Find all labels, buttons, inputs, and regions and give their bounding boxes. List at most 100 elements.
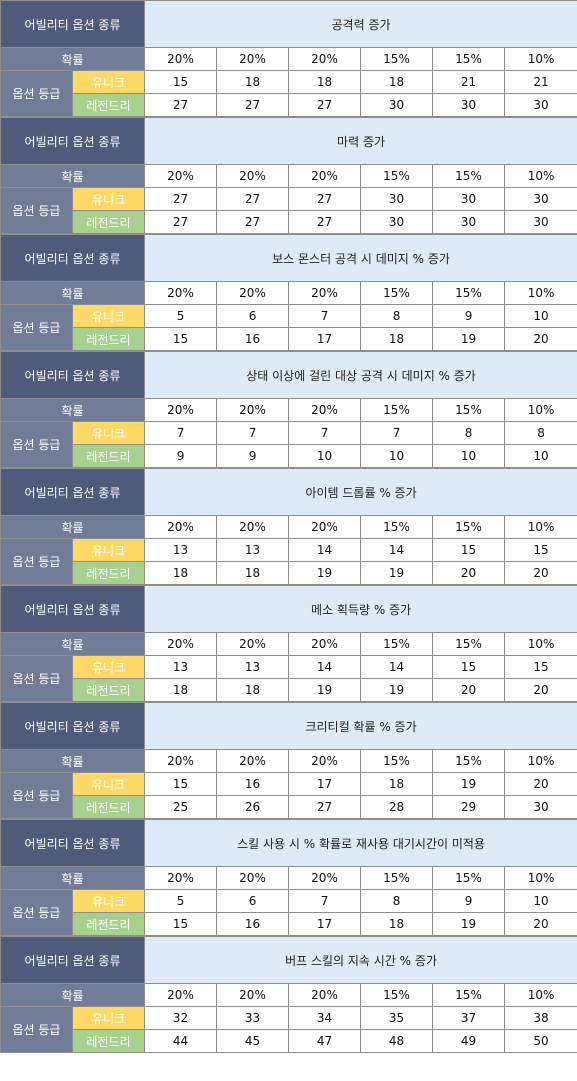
unique-row: 옵션 등급 유니크 7 7 7 7 8 8 (0, 421, 577, 468)
legendary-value: 10 (360, 444, 434, 468)
probability-value: 15% (360, 632, 434, 656)
probability-value: 20% (216, 398, 290, 422)
probability-label: 확률 (0, 866, 146, 890)
probability-label: 확률 (0, 749, 146, 773)
probability-value: 15% (432, 866, 506, 890)
legendary-value: 20 (504, 678, 577, 702)
unique-grade-label: 유니크 (71, 1006, 146, 1030)
option-header-row: 어빌리티 옵션 종류 버프 스킬의 지속 시간 % 증가 (0, 936, 577, 984)
unique-value: 14 (360, 538, 434, 562)
legendary-value: 10 (288, 444, 362, 468)
probability-value: 20% (288, 281, 362, 305)
unique-value: 9 (432, 304, 506, 328)
option-grade-label: 옵션 등급 (0, 421, 73, 468)
unique-value: 10 (504, 304, 577, 328)
unique-row: 옵션 등급 유니크 5 6 7 8 9 10 (0, 889, 577, 936)
legendary-value: 10 (504, 444, 577, 468)
option-block: 어빌리티 옵션 종류 스킬 사용 시 % 확률로 재사용 대기시간이 미적용 확률 2… (0, 819, 577, 936)
probability-value: 15% (432, 632, 506, 656)
unique-value: 15 (432, 655, 506, 679)
unique-value: 18 (288, 70, 362, 94)
unique-value: 6 (216, 304, 290, 328)
legendary-value: 30 (504, 795, 577, 819)
probability-value: 10% (504, 866, 577, 890)
legendary-value: 20 (504, 327, 577, 351)
probability-value: 15% (360, 983, 434, 1007)
unique-value: 37 (432, 1006, 506, 1030)
unique-value: 18 (360, 70, 434, 94)
probability-value: 20% (144, 632, 218, 656)
unique-value: 7 (360, 421, 434, 445)
unique-value: 7 (288, 889, 362, 913)
unique-grade-label: 유니크 (71, 538, 146, 562)
probability-value: 20% (216, 281, 290, 305)
unique-row: 옵션 등급 유니크 5 6 7 8 9 10 (0, 304, 577, 351)
unique-value: 13 (144, 538, 218, 562)
unique-grade-label: 유니크 (71, 304, 146, 328)
legendary-value: 50 (504, 1029, 577, 1053)
unique-grade-label: 유니크 (71, 772, 146, 796)
legendary-value: 29 (432, 795, 506, 819)
unique-value: 15 (144, 70, 218, 94)
probability-value: 10% (504, 515, 577, 539)
option-type-label: 어빌리티 옵션 종류 (0, 351, 146, 399)
probability-row: 확률 20% 20% 20% 15% 15% 10% (0, 983, 577, 1007)
unique-grade-label: 유니크 (71, 187, 146, 211)
legendary-row: 레전드리 18 18 19 19 20 20 (1, 678, 577, 702)
legendary-value: 10 (432, 444, 506, 468)
probability-value: 15% (360, 515, 434, 539)
probability-value: 20% (288, 983, 362, 1007)
option-block: 어빌리티 옵션 종류 상태 이상에 걸린 대상 공격 시 데미지 % 증가 확률 20… (0, 351, 577, 468)
option-header-row: 어빌리티 옵션 종류 스킬 사용 시 % 확률로 재사용 대기시간이 미적용 (0, 819, 577, 867)
probability-value: 20% (216, 983, 290, 1007)
legendary-row: 레전드리 27 27 27 30 30 30 (1, 93, 577, 117)
legendary-value: 27 (144, 93, 218, 117)
unique-row: 옵션 등급 유니크 32 33 34 35 37 38 (0, 1006, 577, 1053)
probability-value: 10% (504, 281, 577, 305)
legendary-value: 18 (360, 327, 434, 351)
probability-value: 20% (288, 866, 362, 890)
option-type-label: 어빌리티 옵션 종류 (0, 117, 146, 165)
unique-row: 옵션 등급 유니크 27 27 27 30 30 30 (0, 187, 577, 234)
probability-value: 15% (432, 398, 506, 422)
probability-value: 15% (432, 515, 506, 539)
probability-value: 20% (216, 749, 290, 773)
option-title: 메소 획득량 % 증가 (144, 585, 577, 633)
unique-value: 21 (432, 70, 506, 94)
legendary-grade-label: 레전드리 (71, 912, 146, 936)
legendary-grade-label: 레전드리 (71, 1029, 146, 1053)
legendary-value: 15 (144, 912, 218, 936)
probability-value: 15% (360, 866, 434, 890)
probability-value: 20% (144, 866, 218, 890)
unique-value: 7 (288, 304, 362, 328)
option-grade-label: 옵션 등급 (0, 889, 73, 936)
option-block: 어빌리티 옵션 종류 메소 획득량 % 증가 확률 20% 20% 20% 15% 15% 10… (0, 585, 577, 702)
legendary-value: 18 (360, 912, 434, 936)
legendary-value: 19 (360, 561, 434, 585)
legendary-value: 30 (504, 210, 577, 234)
probability-label: 확률 (0, 47, 146, 71)
legendary-value: 18 (216, 561, 290, 585)
option-block: 어빌리티 옵션 종류 공격력 증가 확률 20% 20% 20% 15% 15% 10% 옵션 등… (0, 0, 577, 117)
probability-value: 20% (216, 164, 290, 188)
legendary-value: 45 (216, 1029, 290, 1053)
legendary-grade-label: 레전드리 (71, 444, 146, 468)
unique-row: 옵션 등급 유니크 13 13 14 14 15 15 (0, 538, 577, 585)
legendary-value: 19 (288, 561, 362, 585)
unique-value: 7 (216, 421, 290, 445)
legendary-value: 30 (432, 93, 506, 117)
legendary-value: 25 (144, 795, 218, 819)
option-type-label: 어빌리티 옵션 종류 (0, 234, 146, 282)
legendary-value: 26 (216, 795, 290, 819)
legendary-value: 30 (360, 93, 434, 117)
probability-value: 15% (360, 164, 434, 188)
legendary-value: 9 (216, 444, 290, 468)
unique-value: 14 (360, 655, 434, 679)
probability-value: 20% (288, 632, 362, 656)
legendary-value: 44 (144, 1029, 218, 1053)
legendary-grade-label: 레전드리 (71, 93, 146, 117)
legendary-value: 16 (216, 327, 290, 351)
unique-grade-label: 유니크 (71, 70, 146, 94)
legendary-value: 19 (288, 678, 362, 702)
legendary-value: 17 (288, 327, 362, 351)
